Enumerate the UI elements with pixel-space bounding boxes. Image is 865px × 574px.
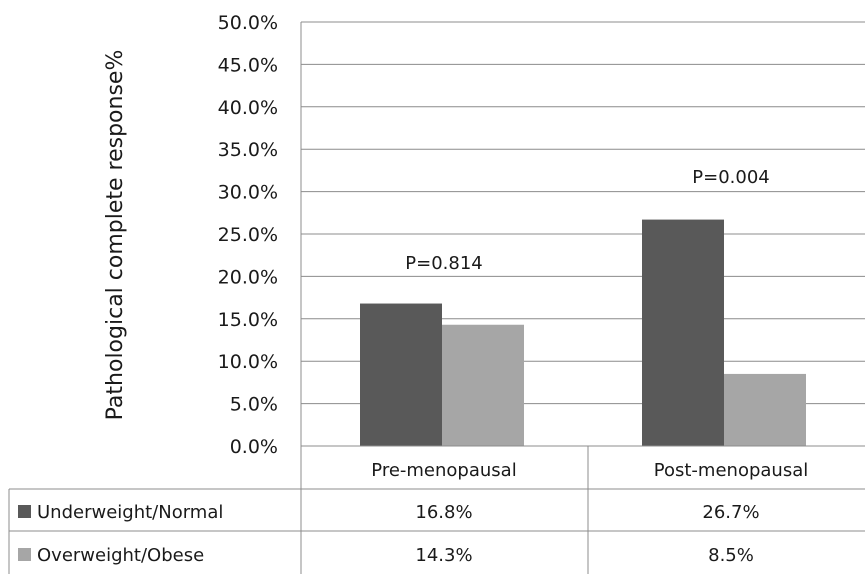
y-tick-label: 25.0%: [218, 224, 278, 246]
y-tick-label: 20.0%: [218, 266, 278, 288]
y-tick-label: 45.0%: [218, 54, 278, 76]
y-tick-label: 0.0%: [230, 436, 278, 458]
y-tick-label: 30.0%: [218, 182, 278, 204]
y-tick-labels: 0.0% 5.0% 10.0% 15.0% 20.0% 25.0% 30.0% 35.0% 40…: [218, 12, 278, 458]
category-label-post: Post-menopausal: [654, 460, 808, 481]
legend-swatch-overweight-obese: [18, 548, 31, 561]
table-value-overweight-pre: 14.3%: [415, 545, 472, 566]
bar-overweight-obese-pre: [442, 324, 524, 446]
legend-label-underweight-normal: Underweight/Normal: [37, 502, 223, 523]
y-tick-label: 15.0%: [218, 309, 278, 331]
legend-swatch-underweight-normal: [18, 505, 31, 518]
data-table: Pre-menopausal Post-menopausal Underweig…: [8, 445, 865, 574]
y-tick-label: 40.0%: [218, 97, 278, 119]
p-value-annotation-pre: P=0.814: [405, 253, 482, 274]
table-value-underweight-post: 26.7%: [702, 502, 759, 523]
bar-underweight-normal-post: [642, 219, 724, 446]
y-tick-label: 10.0%: [218, 351, 278, 373]
bar-overweight-obese-post: [724, 373, 806, 446]
y-tick-label: 35.0%: [218, 139, 278, 161]
p-value-annotation-post: P=0.004: [692, 167, 769, 188]
table-value-underweight-pre: 16.8%: [415, 502, 472, 523]
category-label-pre: Pre-menopausal: [371, 460, 516, 481]
bar-underweight-normal-pre: [360, 303, 442, 446]
y-axis-label: Pathological complete response%: [103, 50, 128, 421]
data-table-borders: [8, 445, 865, 574]
bars: [360, 219, 806, 446]
table-value-overweight-post: 8.5%: [708, 545, 754, 566]
y-tick-label: 50.0%: [218, 12, 278, 34]
legend-label-overweight-obese: Overweight/Obese: [37, 545, 204, 566]
y-tick-label: 5.0%: [230, 394, 278, 416]
